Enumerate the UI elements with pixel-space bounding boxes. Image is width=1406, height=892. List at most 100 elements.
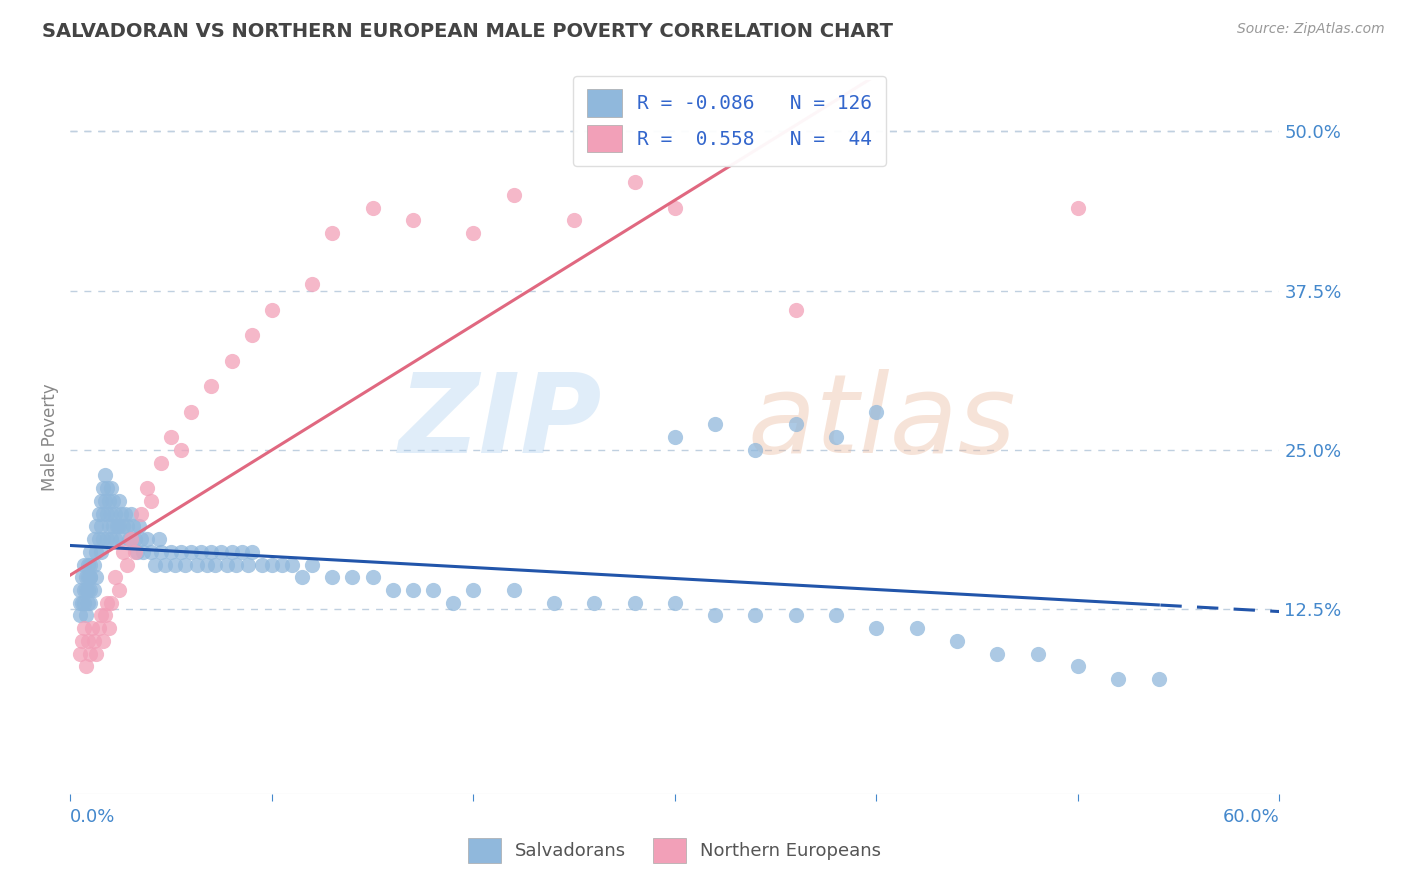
Point [128,519,150,533]
Point [744,442,766,457]
Point [83,558,105,572]
Point [217,558,239,572]
Point [124,545,146,559]
Point [75,659,97,673]
Point [90,545,111,559]
Point [186,558,208,572]
Point [75,570,97,584]
Point [200,545,222,559]
Point [87,507,110,521]
Point [543,596,565,610]
Point [402,582,425,597]
Point [150,456,173,470]
Point [77,558,100,572]
Point [150,545,173,559]
Point [110,507,132,521]
Point [221,353,243,368]
Point [100,532,122,546]
Point [83,582,105,597]
Point [93,608,115,623]
Text: atlas: atlas [748,369,1017,476]
Point [946,634,969,648]
Point [97,621,120,635]
Point [73,582,96,597]
Point [664,596,686,610]
Point [79,596,101,610]
Point [118,532,141,546]
Point [195,558,218,572]
Point [93,493,115,508]
Point [200,379,222,393]
Point [91,507,114,521]
Point [77,582,100,597]
Point [1026,647,1049,661]
Text: 0.0%: 0.0% [70,808,115,826]
Text: 60.0%: 60.0% [1223,808,1279,826]
Point [301,277,323,292]
Point [180,404,202,418]
Point [785,417,807,432]
Point [69,608,91,623]
Y-axis label: Male Poverty: Male Poverty [41,384,59,491]
Point [463,226,485,240]
Point [562,213,585,227]
Point [132,545,155,559]
Point [785,608,807,623]
Point [91,634,114,648]
Point [104,507,127,521]
Point [623,596,645,610]
Point [93,468,115,483]
Point [986,647,1008,661]
Point [825,608,848,623]
Point [120,532,142,546]
Point [502,188,524,202]
Point [825,430,848,444]
Point [75,582,97,597]
Point [96,507,118,521]
Point [73,621,96,635]
Point [77,634,100,648]
Point [72,570,94,584]
Point [91,532,114,546]
Point [1067,201,1090,215]
Point [110,532,132,546]
Text: ZIP: ZIP [399,369,602,476]
Point [361,570,384,584]
Point [1067,659,1090,673]
Point [905,621,928,635]
Point [170,545,193,559]
Point [124,532,146,546]
Point [91,481,114,495]
Point [97,519,120,533]
Point [105,519,128,533]
Point [87,532,110,546]
Point [69,647,91,661]
Point [107,493,129,508]
Point [231,545,253,559]
Point [129,532,152,546]
Point [281,558,304,572]
Point [86,570,108,584]
Point [135,532,157,546]
Point [153,558,176,572]
Point [240,545,263,559]
Point [148,532,170,546]
Point [260,558,283,572]
Point [100,481,122,495]
Point [321,570,343,584]
Point [90,608,111,623]
Point [111,545,134,559]
Point [583,596,606,610]
Point [86,647,108,661]
Point [402,213,425,227]
Point [104,570,127,584]
Point [221,545,243,559]
Point [75,608,97,623]
Point [129,507,152,521]
Point [100,596,122,610]
Point [120,532,142,546]
Point [174,558,197,572]
Point [441,596,464,610]
Text: SALVADORAN VS NORTHERN EUROPEAN MALE POVERTY CORRELATION CHART: SALVADORAN VS NORTHERN EUROPEAN MALE POV… [42,22,893,41]
Point [321,226,343,240]
